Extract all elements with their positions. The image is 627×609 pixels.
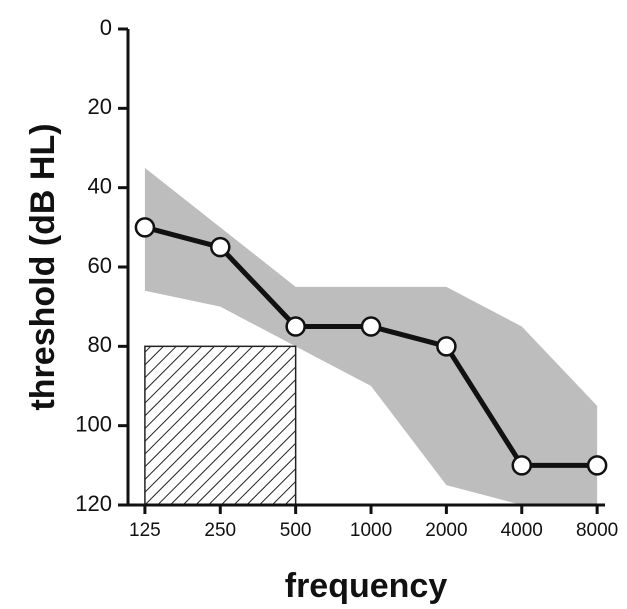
data-point <box>285 316 306 337</box>
data-point <box>134 217 156 238</box>
x-tick-label: 8000 <box>576 520 618 541</box>
x-axis-label: frequency <box>285 567 448 605</box>
x-tick-label: 125 <box>129 520 161 541</box>
y-tick-label: 80 <box>88 332 112 357</box>
y-tick-label: 0 <box>100 15 112 40</box>
x-tick-label: 500 <box>280 520 312 541</box>
y-tick-label: 40 <box>88 173 112 198</box>
y-tick-label: 20 <box>88 94 112 119</box>
y-tick-label: 60 <box>88 253 112 278</box>
data-point <box>511 455 533 476</box>
x-tick-label: 2000 <box>425 520 467 541</box>
data-point <box>360 316 382 337</box>
data-point <box>210 236 231 258</box>
data-point <box>586 455 608 476</box>
x-tick-label: 1000 <box>350 520 392 541</box>
y-tick-label: 100 <box>75 411 112 436</box>
data-point <box>436 336 457 357</box>
x-tick-label: 4000 <box>501 520 543 541</box>
y-axis-label: threshold (dB HL) <box>24 123 62 410</box>
hatched-region <box>144 345 297 506</box>
y-tick-label: 120 <box>75 491 112 516</box>
x-tick-label: 250 <box>204 520 236 541</box>
